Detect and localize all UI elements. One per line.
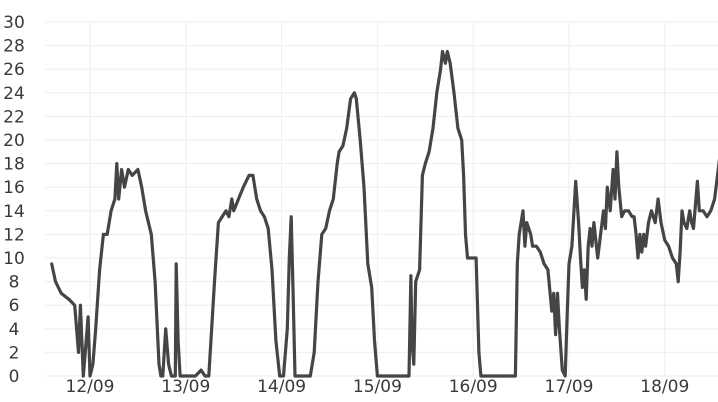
y-tick-label: 2 (9, 343, 20, 363)
y-tick-label: 18 (3, 155, 25, 175)
x-tick-label: 18/09 (640, 377, 689, 397)
series-line (50, 49, 718, 378)
y-tick-label: 30 (3, 13, 25, 33)
y-tick-label: 10 (3, 249, 25, 269)
y-tick-label: 0 (9, 367, 20, 387)
y-tick-label: 6 (9, 296, 20, 316)
y-tick-label: 12 (3, 225, 25, 245)
x-tick-label: 12/09 (66, 377, 115, 397)
y-tick-label: 20 (3, 131, 25, 151)
x-tick-label: 16/09 (449, 377, 498, 397)
x-tick-label: 13/09 (161, 377, 210, 397)
y-tick-label: 14 (3, 202, 25, 222)
y-tick-label: 22 (3, 107, 25, 127)
x-tick-label: 15/09 (353, 377, 402, 397)
x-tick-label: 14/09 (257, 377, 306, 397)
y-tick-label: 16 (3, 178, 25, 198)
x-axis-tick-labels: 12/09 13/09 14/09 15/09 16/09 17/09 18/09 (66, 377, 690, 397)
y-tick-label: 24 (3, 84, 25, 104)
series-layer (50, 49, 718, 378)
y-tick-label: 4 (9, 320, 20, 340)
y-tick-label: 26 (3, 60, 25, 80)
y-tick-label: 8 (9, 273, 20, 293)
x-tick-label: 17/09 (545, 377, 594, 397)
y-tick-label: 28 (3, 37, 25, 57)
